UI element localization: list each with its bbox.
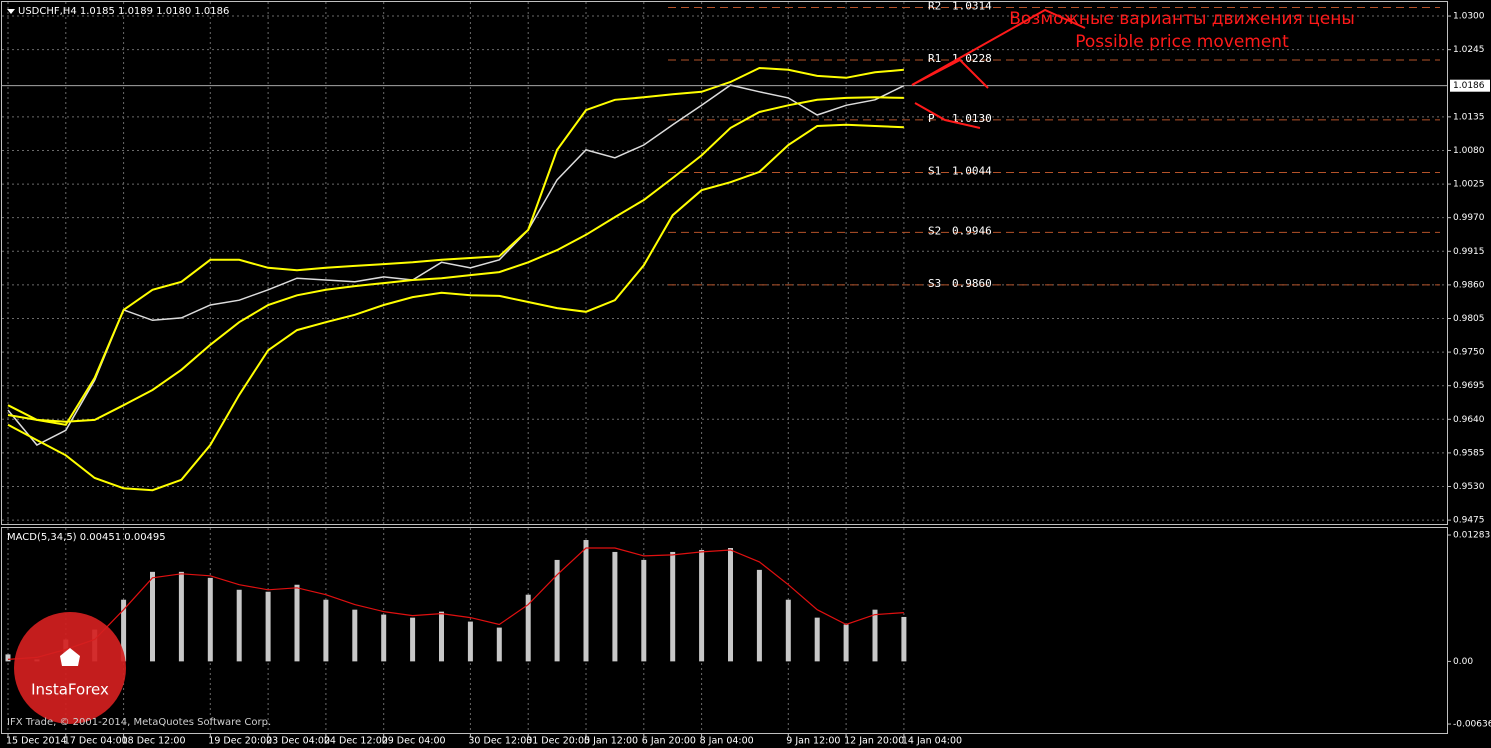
- annotation: Possible price movement: [1075, 32, 1289, 52]
- y-tick-label: 1.0245: [1453, 45, 1485, 55]
- macd-title: MACD(5,34,5) 0.00451 0.00495: [7, 532, 166, 543]
- macd-bar: [236, 589, 242, 662]
- logo-text: InstaForex: [31, 681, 109, 699]
- x-tick-label: 30 Dec 12:00: [468, 736, 532, 747]
- pivot-name: P: [928, 112, 935, 125]
- macd-bar: [207, 577, 213, 662]
- pivot-name: S2: [928, 224, 941, 237]
- macd-bar: [583, 540, 589, 662]
- x-tick-label: 5 Jan 12:00: [584, 736, 638, 747]
- series-line: [7, 84, 905, 446]
- macd-bar: [121, 599, 127, 662]
- macd-bar: [525, 594, 531, 662]
- x-tick-label: 8 Jan 04:00: [700, 736, 754, 747]
- pivot-value: 1.0314: [952, 0, 992, 12]
- annotation: Возможные варианты движения цены: [1009, 9, 1355, 29]
- series-line: [7, 96, 904, 423]
- y-tick-label: 0.00: [1453, 657, 1473, 667]
- macd-bar: [381, 614, 387, 662]
- macd-bar: [756, 569, 762, 662]
- x-tick-label: 14 Jan 04:00: [902, 736, 962, 747]
- pivot-value: 0.9946: [952, 224, 992, 237]
- macd-bar: [439, 611, 444, 662]
- header-arrow: [7, 9, 15, 14]
- x-tick-label: 15 Dec 2014: [6, 736, 67, 747]
- macd-bar: [872, 609, 878, 662]
- y-tick-label: 0.9475: [1453, 516, 1485, 526]
- macd-bar: [901, 616, 907, 662]
- x-tick-label: 23 Dec 04:00: [266, 736, 330, 747]
- y-tick-label: 0.9640: [1453, 415, 1485, 425]
- y-tick-label: -0.00636: [1453, 720, 1491, 730]
- x-tick-label: 6 Jan 20:00: [642, 736, 696, 747]
- y-tick-label: 1.0300: [1453, 12, 1485, 22]
- macd-panel-frame: [1, 527, 1448, 734]
- pivot-name: R2: [928, 0, 941, 12]
- current-price-box: [1450, 79, 1490, 92]
- series-line: [7, 123, 904, 492]
- macd-bar: [5, 654, 11, 662]
- chart-title: USDCHF,H4 1.0185 1.0189 1.0180 1.0186: [18, 6, 229, 17]
- y-tick-label: 1.0025: [1453, 180, 1485, 190]
- macd-bar: [670, 551, 676, 662]
- y-tick-label: 0.9805: [1453, 314, 1485, 324]
- macd-bar: [641, 559, 647, 662]
- x-tick-label: 9 Jan 12:00: [786, 736, 840, 747]
- y-tick-label: 0.01283: [1453, 530, 1490, 540]
- macd-bar: [728, 547, 733, 662]
- main-panel-frame: [1, 1, 1448, 525]
- macd-bar: [554, 559, 560, 662]
- macd-bar: [294, 584, 300, 662]
- pivot-value: 1.0130: [952, 112, 992, 125]
- macd-bar: [178, 571, 184, 662]
- forecast-arrows: [911, 8, 1086, 129]
- copyright: IFX Trade, © 2001-2014, MetaQuotes Softw…: [7, 717, 271, 728]
- y-tick-label: 0.9860: [1453, 280, 1485, 290]
- pivot-name: S1: [928, 164, 941, 177]
- macd-bar: [496, 627, 502, 662]
- series-line: [7, 547, 904, 660]
- y-tick-label: 0.9695: [1453, 381, 1485, 391]
- macd-bar: [814, 617, 820, 662]
- x-tick-label: 31 Dec 20:00: [526, 736, 590, 747]
- macd-bar: [265, 591, 271, 662]
- pivot-value: 0.9860: [952, 277, 992, 290]
- macd-bar: [410, 617, 416, 662]
- y-tick-label: 0.9970: [1453, 213, 1485, 223]
- y-tick-label: 1.0135: [1453, 112, 1485, 122]
- series-line: [7, 66, 904, 426]
- y-tick-label: 0.9915: [1453, 247, 1485, 257]
- current-price-label: 1.0186: [1453, 81, 1485, 91]
- y-tick-label: 0.9530: [1453, 482, 1485, 492]
- pivot-name: R1: [928, 52, 941, 65]
- macd-bar: [352, 609, 358, 662]
- x-tick-label: 19 Dec 20:00: [208, 736, 272, 747]
- x-tick-label: 12 Jan 20:00: [844, 736, 904, 747]
- y-tick-label: 1.0080: [1453, 146, 1485, 156]
- x-tick-label: 18 Dec 12:00: [122, 736, 186, 747]
- y-tick-label: 0.9750: [1453, 348, 1485, 358]
- macd-bar: [843, 624, 849, 662]
- macd-bar: [699, 549, 705, 662]
- macd-bar: [612, 551, 618, 662]
- y-tick-label: 0.9585: [1453, 448, 1485, 458]
- pivot-name: S3: [928, 277, 941, 290]
- macd-bar: [150, 571, 155, 662]
- x-tick-label: 29 Dec 04:00: [382, 736, 446, 747]
- logo-icon: [60, 648, 80, 666]
- logo-badge: [14, 612, 126, 724]
- x-tick-label: 17 Dec 04:00: [64, 736, 128, 747]
- pivot-value: 1.0044: [952, 164, 992, 177]
- x-tick-label: 24 Dec 12:00: [324, 736, 388, 747]
- macd-bar: [323, 599, 329, 662]
- macd-bar: [785, 599, 791, 662]
- macd-bar: [467, 621, 473, 662]
